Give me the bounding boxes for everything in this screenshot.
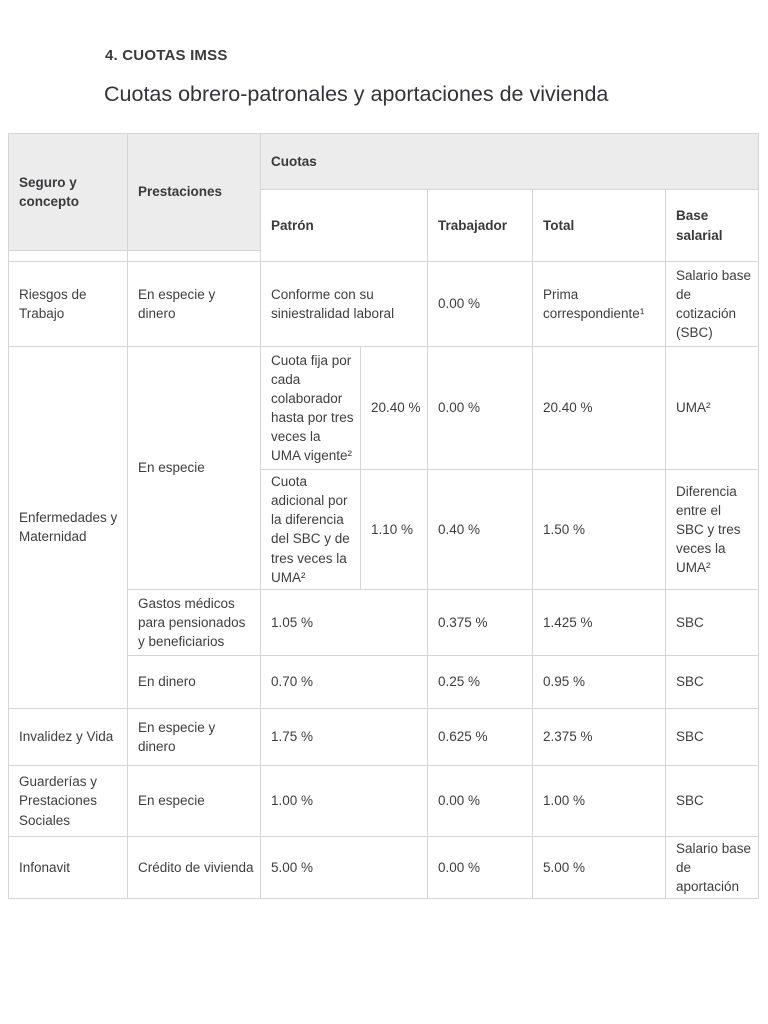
header-prestaciones: Prestaciones xyxy=(127,133,261,251)
cell-cuota-adicional-trabajador: 0.40 % xyxy=(427,469,533,590)
table-row-guarderias: Guarderías y Prestaciones Sociales En es… xyxy=(8,764,760,837)
cell-cuota-adicional-pct: 1.10 % xyxy=(360,469,428,590)
header-trabajador: Trabajador xyxy=(427,189,533,262)
cell-infonavit-total: 5.00 % xyxy=(532,835,666,900)
cell-invalidez-patron: 1.75 % xyxy=(260,707,428,766)
cell-enfermedades-prestaciones-especie: En especie xyxy=(127,346,261,590)
cell-gastos-total: 1.425 % xyxy=(532,588,666,656)
spacer-cell xyxy=(127,250,261,262)
document-title: Cuotas obrero-patronales y aportaciones … xyxy=(104,82,609,106)
cell-riesgos-seguro: Riesgos de Trabajo xyxy=(8,261,128,347)
cell-guarderias-trabajador: 0.00 % xyxy=(427,764,533,837)
cell-riesgos-trabajador: 0.00 % xyxy=(427,261,533,347)
cell-cuota-fija-base: UMA² xyxy=(664,346,760,470)
cell-gastos-base: SBC xyxy=(664,588,760,656)
cell-guarderias-base: SBC xyxy=(664,764,760,837)
cell-cuota-fija-total: 20.40 % xyxy=(532,346,666,470)
header-cuotas: Cuotas xyxy=(259,133,760,190)
cell-guarderias-patron: 1.00 % xyxy=(260,764,428,837)
table-row-invalidez: Invalidez y Vida En especie y dinero 1.7… xyxy=(8,707,760,766)
cell-invalidez-total: 2.375 % xyxy=(532,707,666,766)
table-row-gastos-medicos: Gastos médicos para pensionados y benefi… xyxy=(9,588,760,656)
cell-cuota-adicional-total: 1.50 % xyxy=(532,469,666,590)
cell-invalidez-seguro: Invalidez y Vida xyxy=(8,707,128,766)
cell-infonavit-seguro: Infonavit xyxy=(8,835,128,900)
header-spacer-row xyxy=(8,250,759,262)
cell-cuota-fija-trabajador: 0.00 % xyxy=(427,346,533,470)
cell-dinero-prestaciones: En dinero xyxy=(127,654,261,709)
header-patron: Patrón xyxy=(260,189,428,262)
cell-gastos-patron: 1.05 % xyxy=(260,588,428,656)
cell-infonavit-trabajador: 0.00 % xyxy=(427,835,533,900)
header-total: Total xyxy=(532,189,666,262)
cell-infonavit-prestaciones: Crédito de vivienda xyxy=(127,835,261,900)
cell-gastos-prestaciones: Gastos médicos para pensionados y benefi… xyxy=(127,588,261,656)
header-seguro-concepto: Seguro y concepto xyxy=(8,133,128,251)
imss-quotas-table: Seguro y concepto Prestaciones Cuotas Pa… xyxy=(8,133,760,900)
cell-cuota-adicional-desc: Cuota adicional por la diferencia del SB… xyxy=(260,469,361,590)
table-row-infonavit: Infonavit Crédito de vivienda 5.00 % 0.0… xyxy=(8,835,760,900)
section-heading: 4. CUOTAS IMSS xyxy=(105,47,228,64)
table-row-enfermedades-cuota-fija: Enfermedades y Maternidad En especie Cuo… xyxy=(8,346,760,709)
cell-infonavit-patron: 5.00 % xyxy=(260,835,428,900)
cell-invalidez-trabajador: 0.625 % xyxy=(427,707,533,766)
cell-guarderias-total: 1.00 % xyxy=(532,764,666,837)
cell-dinero-base: SBC xyxy=(664,654,760,709)
cell-guarderias-seguro: Guarderías y Prestaciones Sociales xyxy=(8,764,128,837)
cell-guarderias-prestaciones: En especie xyxy=(127,764,261,837)
cell-riesgos-base: Salario base de cotización (SBC) xyxy=(664,261,760,347)
cell-infonavit-base: Salario base de aportación xyxy=(664,835,760,900)
cell-cuota-fija-pct: 20.40 % xyxy=(360,346,428,470)
cell-cuota-fija-desc: Cuota fija por cada colaborador hasta po… xyxy=(260,346,361,470)
cell-riesgos-patron: Conforme con su siniestralidad laboral xyxy=(260,261,428,347)
cell-gastos-trabajador: 0.375 % xyxy=(427,588,533,656)
cell-invalidez-base: SBC xyxy=(664,707,760,766)
header-base-salarial: Base salarial xyxy=(664,189,760,262)
cell-cuota-adicional-base: Diferencia entre el SBC y tres veces la … xyxy=(664,469,760,590)
cell-riesgos-prestaciones: En especie y dinero xyxy=(127,261,261,347)
cell-dinero-total: 0.95 % xyxy=(532,654,666,709)
cell-riesgos-total: Prima correspondiente¹ xyxy=(532,261,666,347)
table-row-enfermedades-cuota-adicional: Cuota adicional por la diferencia del SB… xyxy=(9,469,760,590)
spacer-cell xyxy=(8,250,128,262)
cell-dinero-trabajador: 0.25 % xyxy=(427,654,533,709)
cell-invalidez-prestaciones: En especie y dinero xyxy=(127,707,261,766)
cell-enfermedades-seguro: Enfermedades y Maternidad xyxy=(8,346,128,709)
cell-dinero-patron: 0.70 % xyxy=(260,654,428,709)
table-row-riesgos: Riesgos de Trabajo En especie y dinero C… xyxy=(8,261,760,347)
